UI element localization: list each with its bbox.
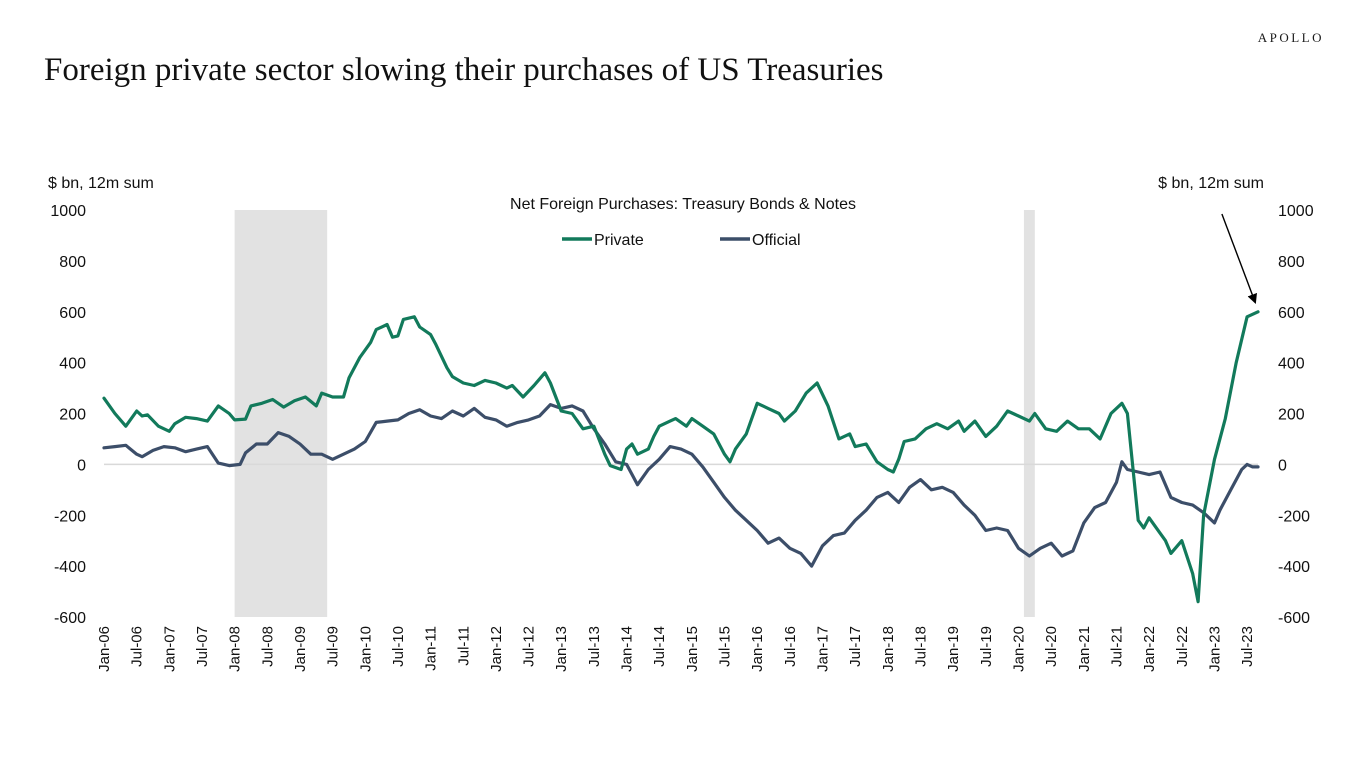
x-tick-label: Jul-07 (194, 626, 211, 667)
x-tick-label: Jul-20 (1043, 626, 1060, 667)
page-title: Foreign private sector slowing their pur… (44, 52, 884, 88)
x-tick-label: Jul-21 (1108, 626, 1125, 667)
x-tick-label: Jul-12 (521, 626, 538, 667)
x-tick-label: Jan-10 (357, 626, 374, 672)
x-tick-label: Jul-11 (455, 626, 472, 666)
y-tick-label-left: 800 (59, 254, 86, 271)
legend: Private Official (562, 232, 801, 249)
y-tick-label-left: -200 (54, 508, 86, 525)
x-tick-label: Jan-19 (945, 626, 962, 672)
x-tick-label: Jan-14 (619, 626, 636, 672)
x-tick-label: Jul-18 (913, 626, 930, 667)
series-line-private (102, 310, 1260, 604)
y-tick-label-left: 400 (59, 356, 86, 373)
x-tick-label: Jan-17 (815, 626, 832, 672)
y-tick-label-right: 600 (1278, 305, 1305, 322)
x-tick-label: Jul-06 (129, 626, 146, 667)
x-tick-label: Jul-10 (390, 626, 407, 667)
legend-private-label: Private (594, 232, 644, 249)
y-tick-label-right: 800 (1278, 254, 1305, 271)
y-axis-label-left: $ bn, 12m sum (48, 175, 154, 192)
x-tick-label: Jan-20 (1010, 626, 1027, 672)
y-tick-label-left: -600 (54, 610, 86, 627)
y-axis-label-right: $ bn, 12m sum (1158, 175, 1264, 192)
chart-title: Net Foreign Purchases: Treasury Bonds & … (510, 196, 856, 213)
x-tick-label: Jul-08 (259, 626, 276, 667)
series-line-official (102, 403, 1260, 568)
x-tick-label: Jul-17 (847, 626, 864, 667)
y-tick-label-left: 0 (77, 457, 86, 474)
x-tick-label: Jan-23 (1206, 626, 1223, 672)
x-tick-label: Jan-12 (488, 626, 505, 672)
x-axis: Jan-06 Jul-06 Jan-07 Jul-07 Jan-08 Jul-08 Jan-… (96, 626, 1256, 672)
brand-logo: APOLLO (1257, 30, 1324, 45)
x-tick-label: Jan-07 (161, 626, 178, 672)
y-tick-label-left: 1000 (50, 203, 86, 220)
x-tick-label: Jul-22 (1174, 626, 1191, 667)
y-tick-label-left: -400 (54, 559, 86, 576)
x-tick-label: Jul-14 (651, 626, 668, 667)
x-tick-label: Jan-13 (553, 626, 570, 672)
x-tick-label: Jul-09 (325, 626, 342, 667)
x-tick-label: Jul-13 (586, 626, 603, 667)
recession-band-1 (1023, 210, 1035, 617)
x-tick-label: Jan-06 (96, 626, 113, 672)
x-tick-label: Jan-18 (880, 626, 897, 672)
x-tick-label: Jan-11 (423, 626, 440, 671)
y-tick-label-right: 1000 (1278, 203, 1314, 220)
annotation-layer (1221, 213, 1257, 304)
x-tick-label: Jul-15 (717, 626, 734, 667)
x-tick-label: Jan-08 (227, 626, 244, 672)
y-tick-label-left: 600 (59, 305, 86, 322)
recession-shading (234, 210, 1035, 617)
recession-band-0 (234, 210, 328, 617)
x-tick-label: Jan-09 (292, 626, 309, 672)
trend-arrow (1221, 213, 1257, 304)
y-tick-label-left: 200 (59, 407, 86, 424)
y-tick-label-right: -600 (1278, 610, 1310, 627)
x-tick-label: Jul-16 (782, 626, 799, 667)
x-tick-label: Jan-22 (1141, 626, 1158, 672)
y-tick-label-right: -200 (1278, 508, 1310, 525)
y-tick-label-right: -400 (1278, 559, 1310, 576)
y-axis-right: 1000 800 600 400 200 0 -200 -400 -600 (1278, 203, 1314, 627)
x-tick-label: Jan-21 (1076, 626, 1093, 672)
series-layer (102, 310, 1260, 604)
x-tick-label: Jan-15 (684, 626, 701, 672)
y-tick-label-right: 400 (1278, 356, 1305, 373)
x-tick-label: Jul-23 (1239, 626, 1256, 667)
y-tick-label-right: 200 (1278, 407, 1305, 424)
y-axis-left: 1000 800 600 400 200 0 -200 -400 -600 (50, 203, 86, 627)
x-tick-label: Jan-16 (749, 626, 766, 672)
x-tick-label: Jul-19 (978, 626, 995, 667)
y-tick-label-right: 0 (1278, 457, 1287, 474)
legend-official-label: Official (752, 232, 801, 249)
